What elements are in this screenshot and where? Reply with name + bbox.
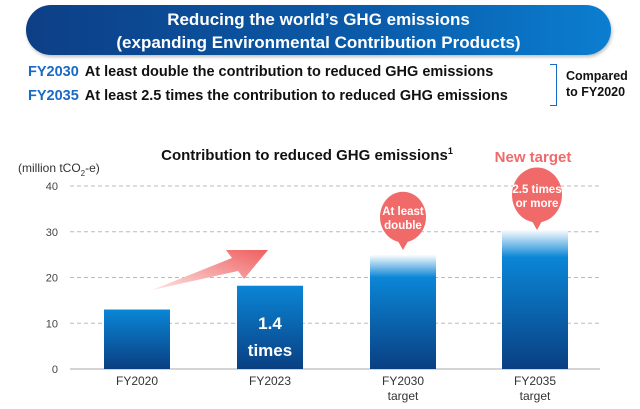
x-tick-sublabel: target — [520, 389, 551, 403]
goal-text: At least double the contribution to redu… — [84, 64, 494, 80]
goal-year: FY2030 — [28, 64, 79, 80]
bar-fy2035 — [502, 229, 568, 369]
banner-title-line1: Reducing the world’s GHG emissions — [167, 10, 470, 29]
goal-fy2030: FY2030 At least double the contribution t… — [28, 64, 493, 80]
title-banner: Reducing the world’s GHG emissions (expa… — [26, 5, 611, 55]
bar-fy2023 — [237, 285, 303, 369]
comparison-note: Compared to FY2020 — [566, 68, 628, 100]
goal-year: FY2035 — [28, 88, 79, 104]
banner-title-line2: (expanding Environmental Contribution Pr… — [116, 33, 521, 52]
goal-fy2035: FY2035 At least 2.5 times the contributio… — [28, 88, 508, 104]
bracket — [550, 64, 557, 106]
bar-fy2030 — [370, 254, 436, 369]
callout-fy2030: At least double — [380, 191, 426, 250]
bar-fy2020 — [104, 309, 170, 369]
comparison-line1: Compared — [566, 69, 628, 83]
growth-arrow-icon — [152, 250, 268, 290]
bar-label-times: times — [248, 341, 292, 360]
y-tick-label: 0 — [52, 364, 58, 376]
callout-line1: At least — [382, 206, 424, 218]
callout-line2: or more — [516, 198, 559, 210]
x-tick-label: FY2023 — [249, 374, 291, 388]
bar-label-ratio: 1.4 — [258, 314, 282, 333]
y-axis-label: (million tCO2-e) — [18, 161, 100, 178]
chart-title: Contribution to reduced GHG emissions1 — [161, 146, 453, 164]
goal-text: At least 2.5 times the contribution to r… — [84, 88, 508, 104]
y-tick-label: 20 — [46, 273, 58, 285]
comparison-line2: to FY2020 — [566, 85, 626, 99]
x-tick-label: FY2030 — [382, 374, 424, 388]
x-tick-label: FY2020 — [116, 374, 158, 388]
callout-line2: double — [384, 220, 422, 232]
x-tick-sublabel: target — [388, 389, 419, 403]
callout-fy2035: 2.5 times or more — [512, 167, 562, 230]
y-tick-label: 40 — [46, 181, 58, 193]
y-tick-label: 10 — [46, 318, 58, 330]
x-tick-label: FY2035 — [514, 374, 556, 388]
callout-line1: 2.5 times — [512, 184, 561, 196]
new-target-label: New target — [495, 149, 572, 166]
y-tick-label: 30 — [46, 227, 58, 239]
